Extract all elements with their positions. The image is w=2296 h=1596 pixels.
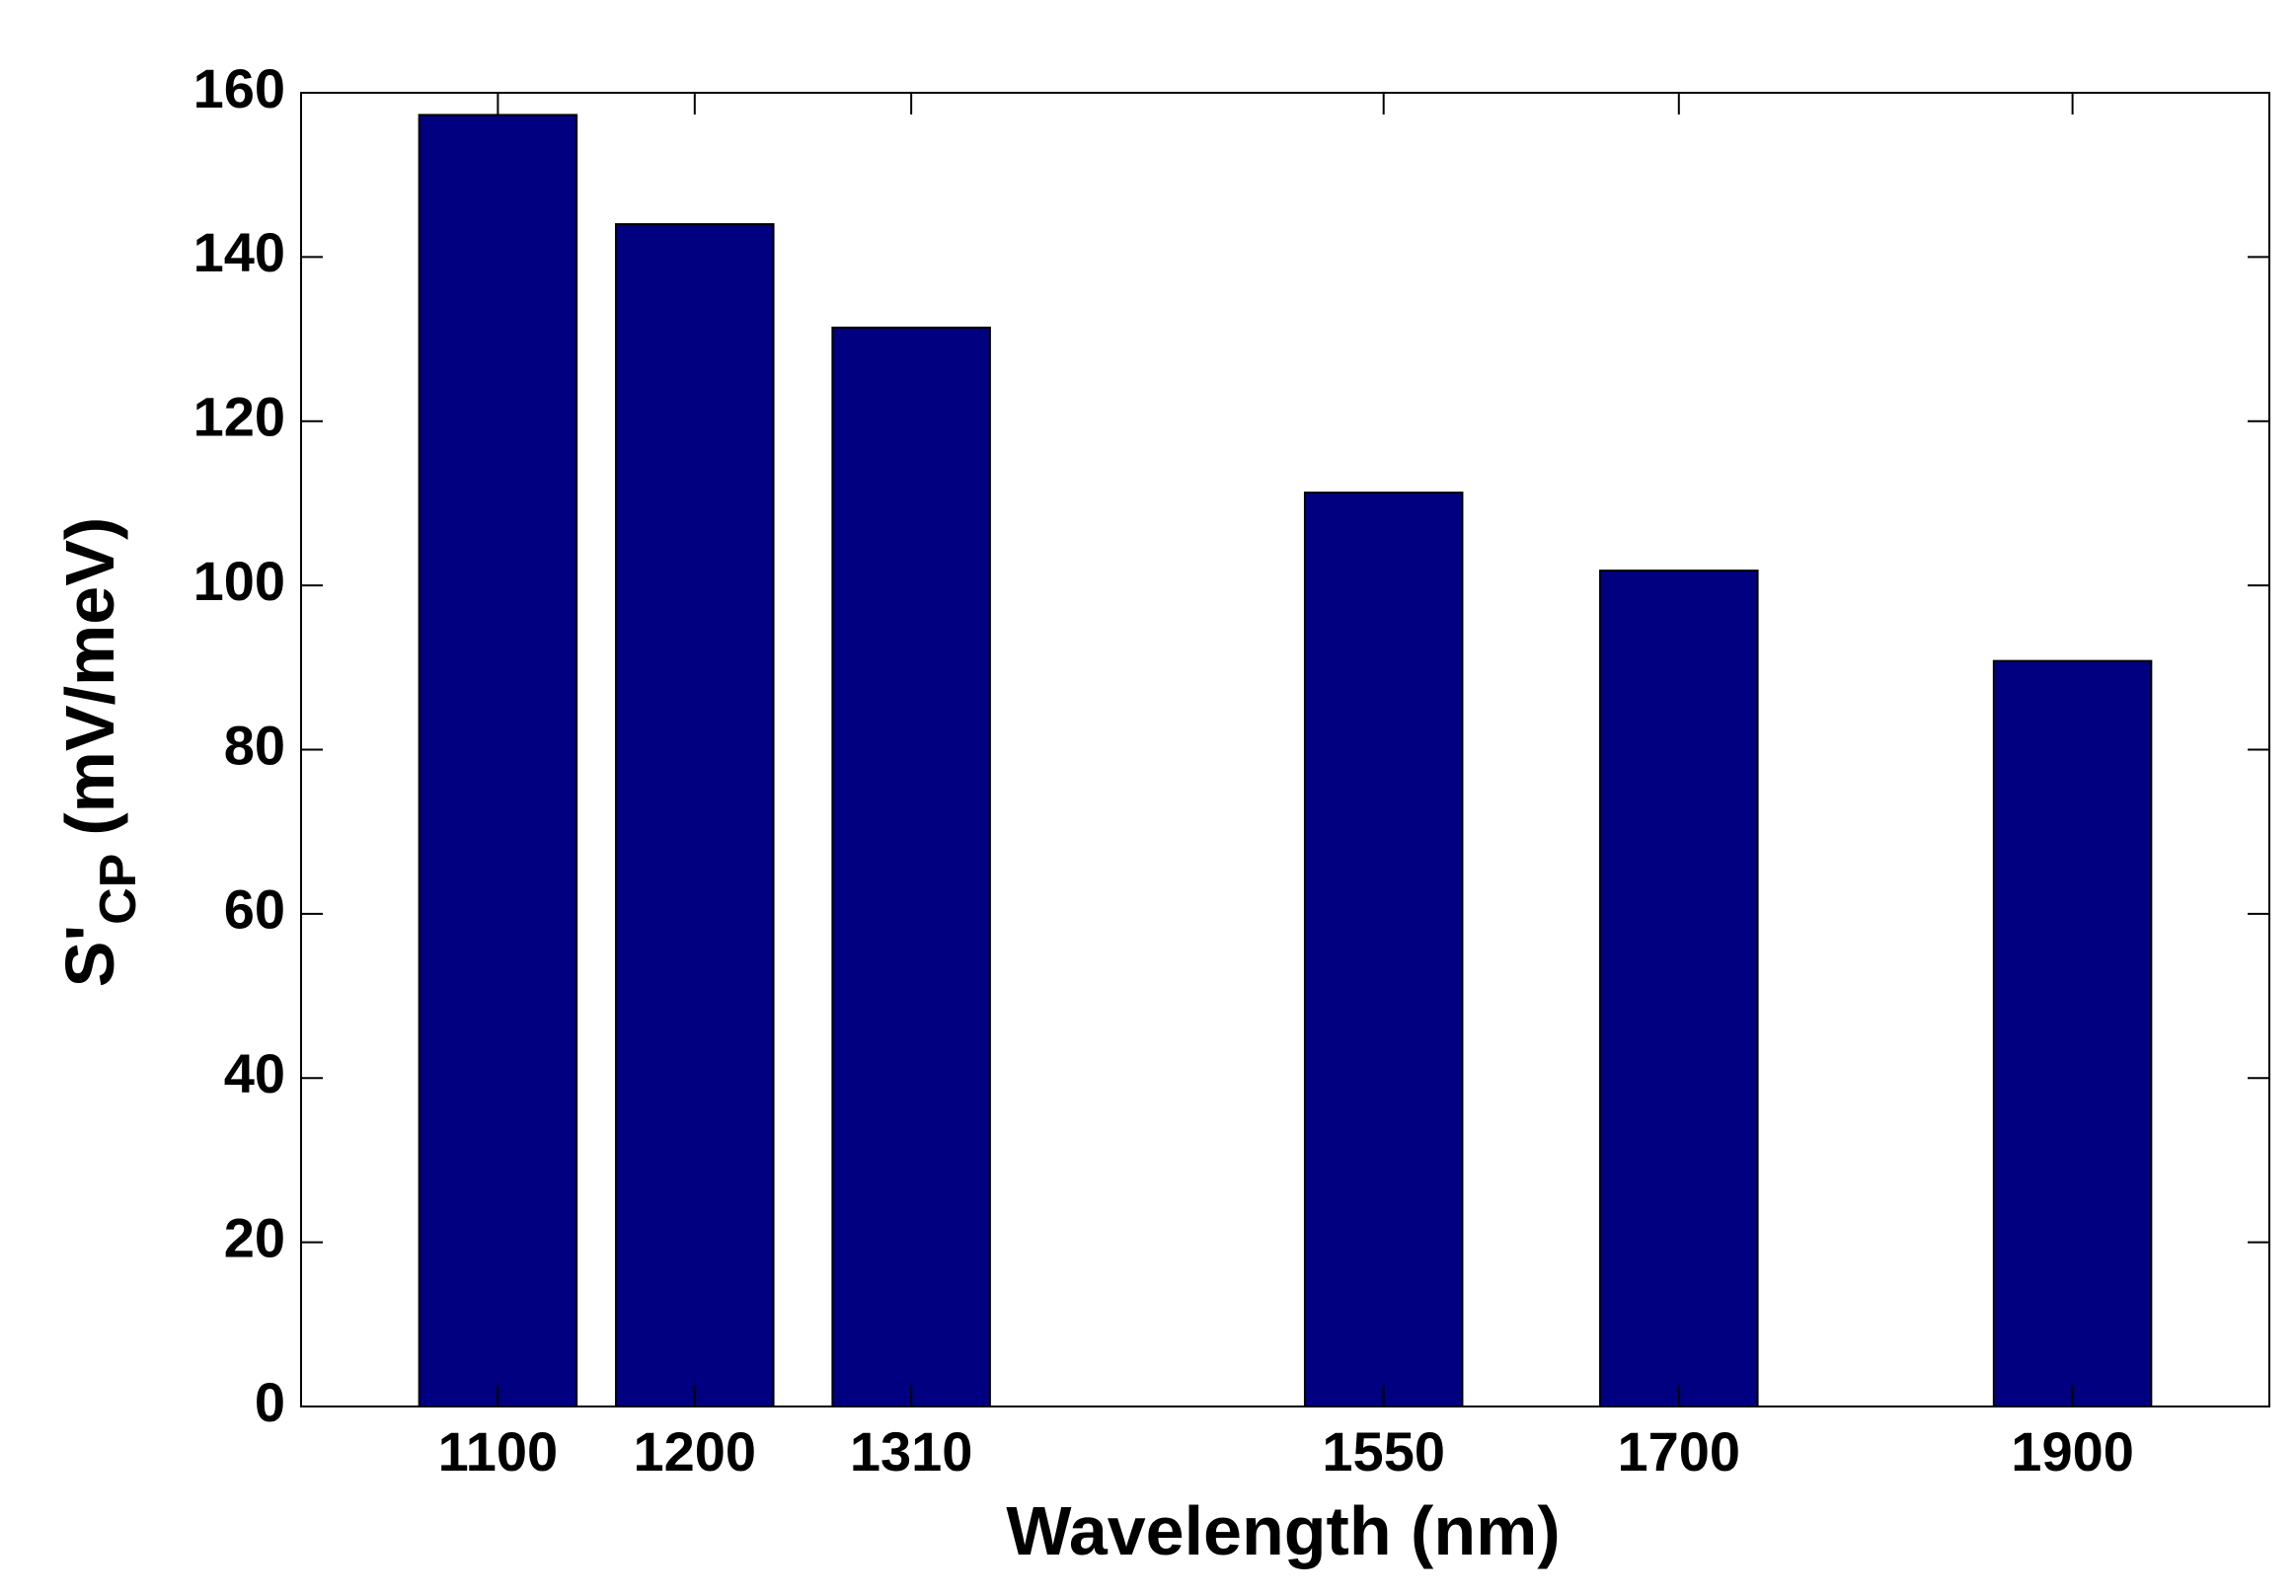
bar xyxy=(1303,492,1464,1408)
y-tick-label: 120 xyxy=(193,386,285,448)
y-label-sub: CP xyxy=(90,854,147,925)
x-tick-label: 1550 xyxy=(1322,1420,1445,1482)
y-label-rest: (mV/meV) xyxy=(51,517,128,836)
y-tick-label: 100 xyxy=(193,550,285,612)
bar xyxy=(1992,659,2153,1407)
y-tick-label: 0 xyxy=(255,1371,285,1433)
y-tick-label: 80 xyxy=(224,714,285,776)
y-axis-label: S'CP (mV/meV) xyxy=(51,517,147,987)
y-tick-label: 160 xyxy=(193,57,285,119)
bar xyxy=(1599,570,1759,1407)
x-tick-label: 1700 xyxy=(1618,1420,1741,1482)
x-tick-label: 1900 xyxy=(2011,1420,2134,1482)
x-tick-label: 1200 xyxy=(634,1420,757,1482)
y-tick-label: 40 xyxy=(224,1042,285,1104)
y-tick-label: 60 xyxy=(224,878,285,941)
x-tick-label: 1100 xyxy=(438,1420,559,1482)
bar xyxy=(615,223,775,1408)
y-label-main: S' xyxy=(51,925,128,987)
y-tick-label: 20 xyxy=(224,1206,285,1268)
x-axis-label: Wavelength (nm) xyxy=(1006,1492,1560,1569)
bar xyxy=(831,326,991,1407)
y-tick-label: 140 xyxy=(193,221,285,283)
x-tick-label: 1310 xyxy=(850,1420,973,1482)
bar xyxy=(418,114,578,1408)
